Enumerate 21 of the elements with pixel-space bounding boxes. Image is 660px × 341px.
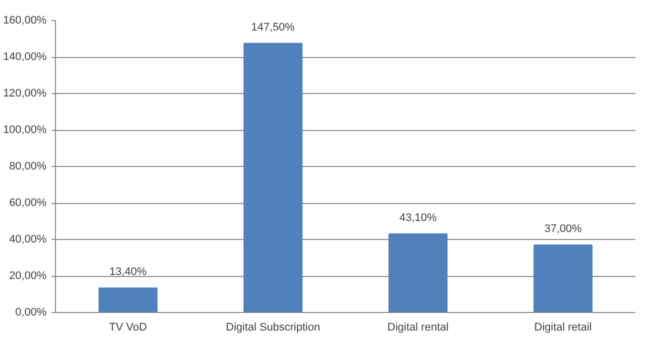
y-tick-label: 80,00% xyxy=(9,160,47,172)
x-tick-label: Digital rental xyxy=(387,322,449,334)
y-tick-label: 120,00% xyxy=(3,88,47,100)
x-tick-label: Digital retail xyxy=(534,322,592,334)
bar xyxy=(244,42,302,312)
y-tick-label: 0,00% xyxy=(15,306,47,318)
y-tick-label: 100,00% xyxy=(3,124,47,136)
y-tick-label: 20,00% xyxy=(9,270,47,282)
y-tick-label: 40,00% xyxy=(9,234,47,246)
bar xyxy=(534,244,592,312)
bar xyxy=(98,288,158,312)
data-label: 37,00% xyxy=(544,222,582,235)
data-label: 147,50% xyxy=(251,21,295,34)
data-label: 13,40% xyxy=(109,266,147,278)
x-tick-label: Digital Subscription xyxy=(226,322,320,334)
bar xyxy=(388,233,448,312)
x-tick-label: TV VoD xyxy=(109,322,148,334)
data-label: 43,10% xyxy=(399,212,437,224)
y-tick-label: 60,00% xyxy=(9,197,47,209)
y-tick-label: 160,00% xyxy=(3,14,47,26)
y-tick-label: 140,00% xyxy=(3,51,47,63)
